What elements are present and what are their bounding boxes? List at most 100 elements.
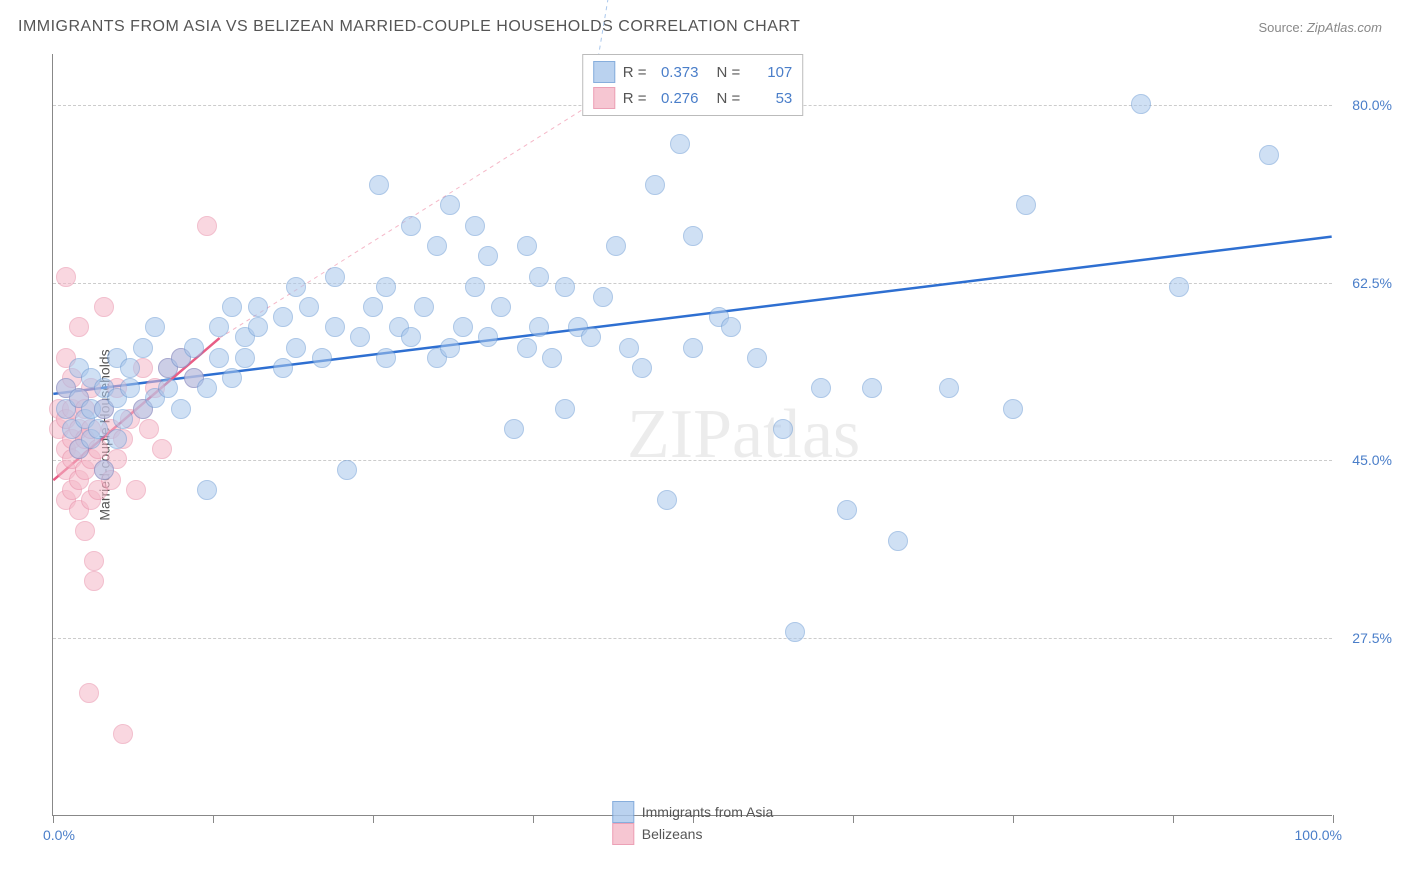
- x-tick: [1333, 815, 1334, 823]
- legend-swatch: [612, 801, 634, 823]
- scatter-point: [273, 307, 293, 327]
- scatter-point: [325, 317, 345, 337]
- x-tick: [1013, 815, 1014, 823]
- x-tick: [533, 815, 534, 823]
- legend-swatch: [593, 87, 615, 109]
- x-tick: [53, 815, 54, 823]
- scatter-point: [785, 622, 805, 642]
- scatter-point: [299, 297, 319, 317]
- scatter-point: [1259, 145, 1279, 165]
- scatter-point: [1016, 195, 1036, 215]
- scatter-point: [145, 317, 165, 337]
- legend-n-value: 53: [748, 90, 792, 107]
- scatter-point: [171, 399, 191, 419]
- scatter-point: [376, 277, 396, 297]
- scatter-point: [75, 521, 95, 541]
- scatter-point: [440, 338, 460, 358]
- scatter-point: [811, 378, 831, 398]
- scatter-point: [747, 348, 767, 368]
- scatter-point: [939, 378, 959, 398]
- source-name: ZipAtlas.com: [1307, 20, 1382, 35]
- source-attribution: Source: ZipAtlas.com: [1258, 20, 1382, 35]
- scatter-point: [94, 460, 114, 480]
- scatter-point: [517, 236, 537, 256]
- scatter-point: [107, 429, 127, 449]
- legend-n-value: 107: [748, 64, 792, 81]
- legend-n-label: N =: [717, 64, 741, 81]
- scatter-point: [369, 175, 389, 195]
- scatter-point: [517, 338, 537, 358]
- scatter-point: [197, 480, 217, 500]
- scatter-point: [222, 368, 242, 388]
- scatter-point: [888, 531, 908, 551]
- scatter-point: [248, 297, 268, 317]
- scatter-point: [555, 399, 575, 419]
- scatter-point: [401, 216, 421, 236]
- scatter-point: [837, 500, 857, 520]
- x-tick: [853, 815, 854, 823]
- series-legend-label: Immigrants from Asia: [642, 804, 773, 820]
- y-tick-label: 27.5%: [1352, 630, 1392, 646]
- chart-title: IMMIGRANTS FROM ASIA VS BELIZEAN MARRIED…: [18, 18, 800, 36]
- scatter-point: [581, 327, 601, 347]
- scatter-point: [593, 287, 613, 307]
- legend-r-label: R =: [623, 64, 647, 81]
- scatter-point: [84, 571, 104, 591]
- scatter-point: [427, 236, 447, 256]
- scatter-point: [222, 297, 242, 317]
- scatter-point: [197, 378, 217, 398]
- scatter-point: [465, 277, 485, 297]
- scatter-point: [325, 267, 345, 287]
- x-tick: [373, 815, 374, 823]
- scatter-point: [209, 348, 229, 368]
- scatter-point: [504, 419, 524, 439]
- scatter-point: [69, 317, 89, 337]
- scatter-point: [606, 236, 626, 256]
- scatter-point: [773, 419, 793, 439]
- scatter-point: [619, 338, 639, 358]
- scatter-point: [683, 338, 703, 358]
- scatter-point: [133, 338, 153, 358]
- scatter-point: [683, 226, 703, 246]
- scatter-point: [363, 297, 383, 317]
- scatter-point: [126, 480, 146, 500]
- scatter-point: [670, 134, 690, 154]
- series-legend-item: Immigrants from Asia: [612, 801, 773, 823]
- scatter-point: [376, 348, 396, 368]
- scatter-point: [542, 348, 562, 368]
- scatter-point: [529, 317, 549, 337]
- scatter-point: [555, 277, 575, 297]
- scatter-point: [184, 338, 204, 358]
- legend-swatch: [593, 61, 615, 83]
- scatter-point: [113, 409, 133, 429]
- y-tick-label: 62.5%: [1352, 275, 1392, 291]
- scatter-point: [120, 358, 140, 378]
- scatter-point: [478, 327, 498, 347]
- scatter-point: [491, 297, 511, 317]
- scatter-point: [414, 297, 434, 317]
- scatter-point: [401, 327, 421, 347]
- trend-line: [53, 237, 1331, 394]
- scatter-point: [139, 419, 159, 439]
- scatter-point: [721, 317, 741, 337]
- series-legend-item: Belizeans: [612, 823, 773, 845]
- legend-swatch: [612, 823, 634, 845]
- scatter-point: [453, 317, 473, 337]
- y-tick-label: 45.0%: [1352, 452, 1392, 468]
- scatter-point: [1131, 94, 1151, 114]
- y-tick-label: 80.0%: [1352, 97, 1392, 113]
- scatter-point: [286, 277, 306, 297]
- source-prefix: Source:: [1258, 20, 1306, 35]
- scatter-point: [337, 460, 357, 480]
- scatter-point: [209, 317, 229, 337]
- x-tick: [213, 815, 214, 823]
- correlation-legend: R =0.373N =107R =0.276N =53: [582, 54, 804, 116]
- scatter-point: [440, 195, 460, 215]
- scatter-point: [529, 267, 549, 287]
- scatter-point: [197, 216, 217, 236]
- legend-r-label: R =: [623, 90, 647, 107]
- scatter-point: [120, 378, 140, 398]
- scatter-point: [158, 378, 178, 398]
- legend-r-value: 0.276: [655, 90, 699, 107]
- scatter-point: [248, 317, 268, 337]
